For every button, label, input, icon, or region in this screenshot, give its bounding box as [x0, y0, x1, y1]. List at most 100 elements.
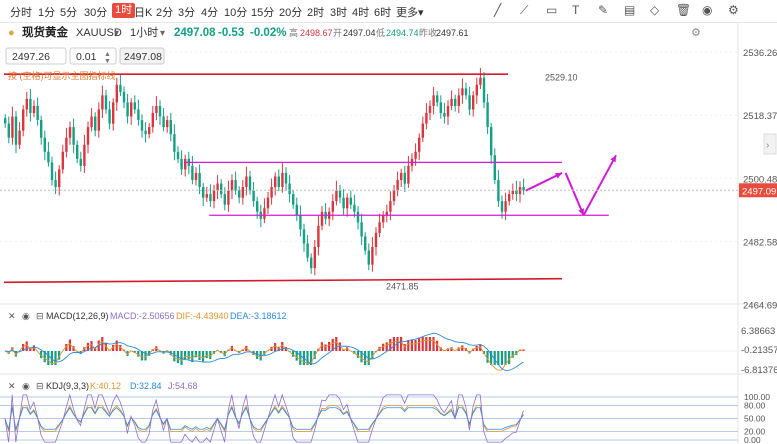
- macd-close-icon[interactable]: ✕: [8, 311, 16, 321]
- candle-body: [32, 105, 36, 113]
- candle-body: [148, 127, 151, 135]
- indicator-hint: 按 (空格)可显示主图指标线: [8, 70, 116, 81]
- kdj-d-line: [4, 406, 524, 431]
- line-tool-icon[interactable]: ╱: [494, 3, 502, 17]
- macd-histogram-bar: [436, 340, 439, 351]
- symbol-dropdown-icon[interactable]: ▾: [114, 28, 119, 39]
- candle-body: [389, 201, 392, 212]
- spread-down-icon[interactable]: ▼: [104, 58, 111, 65]
- chart-area[interactable]: 2536.26 2518.37 2500.48 2482.58 2464.69 2497.…: [0, 22, 777, 444]
- projection-arrow-head: [555, 172, 562, 179]
- timeframe-tab[interactable]: 2时: [307, 7, 325, 19]
- candle-body: [454, 98, 457, 106]
- price-change-pct: -0.02%: [250, 27, 286, 39]
- candle-body: [482, 77, 486, 103]
- candle-body: [97, 109, 100, 131]
- candle-body: [137, 109, 140, 121]
- rectangle-tool-icon[interactable]: ▭: [546, 3, 558, 17]
- candle-body: [292, 194, 295, 205]
- candle-body: [86, 127, 90, 145]
- macd-histogram-bar: [497, 351, 500, 365]
- gold-coin-icon: ●: [8, 27, 15, 39]
- spread-up-icon[interactable]: ▲: [104, 51, 111, 58]
- candle-body: [194, 172, 198, 180]
- candle-body: [364, 236, 367, 251]
- timeframe-tab[interactable]: 15分: [251, 7, 275, 19]
- timeframe-tab[interactable]: 分时: [10, 7, 32, 19]
- kdj-eye-icon[interactable]: ◉: [22, 381, 30, 391]
- highlighter-icon[interactable]: ▤: [624, 3, 636, 17]
- candle-body: [335, 190, 338, 202]
- eye-icon[interactable]: ◉: [702, 3, 713, 17]
- chart-settings-icon[interactable]: ⚙: [691, 27, 701, 39]
- candle-body: [223, 194, 226, 205]
- kdj-j-line: [4, 393, 524, 443]
- macd-histogram-bar: [54, 351, 57, 365]
- candle-body: [252, 190, 255, 202]
- timeframe-tab[interactable]: 日K: [134, 7, 153, 19]
- timeframe-tab[interactable]: 2分: [156, 7, 174, 19]
- macd-dea: DEA:-3.18612: [230, 311, 287, 321]
- eraser-icon[interactable]: ◇: [650, 3, 660, 17]
- macd-histogram-bar: [184, 351, 187, 360]
- timeframe-tab[interactable]: 1时: [112, 3, 136, 18]
- bid-box[interactable]: [5, 47, 67, 65]
- timeframe-tab[interactable]: 4时: [352, 7, 370, 19]
- timeframe-tab[interactable]: 5分: [60, 7, 78, 19]
- current-price-badge: [739, 183, 777, 198]
- timeframe-tab[interactable]: 4分: [201, 7, 219, 19]
- side-panel-toggle[interactable]: [763, 133, 777, 155]
- macd-collapse-icon[interactable]: ⊟: [36, 311, 44, 321]
- macd-histogram-bar: [338, 342, 341, 351]
- macd-histogram-bar: [378, 346, 381, 351]
- timeframe-tab[interactable]: 1分: [38, 7, 56, 19]
- timeframe-tab[interactable]: 30分: [84, 7, 108, 19]
- pen-tool-icon[interactable]: ✎: [598, 3, 609, 17]
- close-value: 2497.61: [436, 28, 469, 38]
- macd-histogram-bar: [180, 351, 183, 365]
- candle-body: [169, 120, 172, 135]
- low-label: 低: [376, 27, 385, 38]
- period-dropdown-icon[interactable]: ▾: [160, 28, 165, 39]
- settings-icon[interactable]: ⚙: [728, 3, 739, 17]
- macd-histogram-bar: [277, 346, 280, 351]
- macd-histogram-bar: [382, 343, 385, 351]
- timeframe-tab[interactable]: 6时: [374, 7, 392, 19]
- price-tick-label: 2482.58: [743, 237, 777, 248]
- macd-value: MACD:-2.50656: [110, 311, 175, 321]
- candle-body: [515, 190, 518, 195]
- macd-histogram-bar: [245, 345, 248, 351]
- timeframe-tab[interactable]: 10分: [224, 7, 248, 19]
- candle-body: [115, 84, 118, 103]
- ask-box[interactable]: [119, 47, 165, 65]
- candle-body: [493, 155, 496, 180]
- candle-body: [378, 222, 381, 233]
- candle-body: [68, 127, 72, 138]
- kdj-close-icon[interactable]: ✕: [8, 381, 16, 391]
- timeframe-tab[interactable]: 3分: [178, 7, 196, 19]
- timeframe-tab[interactable]: 更多▾: [396, 7, 424, 19]
- chevron-right-icon[interactable]: ›: [766, 140, 769, 151]
- candle-body: [184, 158, 187, 170]
- period-label[interactable]: 1小时: [130, 26, 158, 39]
- text-tool-icon[interactable]: T: [572, 3, 580, 17]
- macd-histogram-bar: [119, 344, 122, 351]
- spread-box[interactable]: [69, 47, 117, 65]
- candle-body: [374, 232, 378, 247]
- timeframe-tab[interactable]: 3时: [330, 7, 348, 19]
- kdj-collapse-icon[interactable]: ⊟: [36, 381, 44, 391]
- candle-body: [472, 95, 475, 110]
- macd-histogram-bar: [137, 351, 140, 357]
- kdj-j: J:54.68: [168, 381, 198, 391]
- candle-body: [108, 109, 111, 124]
- macd-histogram-bar: [198, 351, 201, 361]
- macd-histogram-bar: [324, 344, 327, 351]
- delete-icon[interactable]: 🗑: [676, 3, 692, 17]
- candle-body: [173, 134, 176, 152]
- ray-tool-icon[interactable]: ⟋: [520, 3, 529, 17]
- timeframe-tab[interactable]: 20分: [279, 7, 303, 19]
- price-tick-label: 2518.37: [743, 111, 777, 122]
- macd-eye-icon[interactable]: ◉: [22, 311, 30, 321]
- lower-red-trendline[interactable]: [3, 277, 563, 284]
- candle-body: [241, 187, 244, 198]
